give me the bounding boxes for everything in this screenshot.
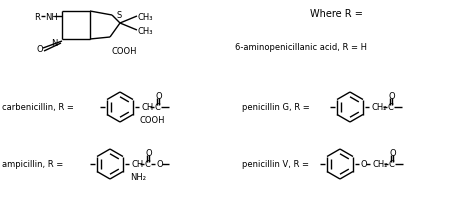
Text: penicillin V, R =: penicillin V, R =: [242, 160, 309, 169]
Text: N: N: [52, 39, 58, 48]
Text: carbenicillin, R =: carbenicillin, R =: [2, 103, 74, 112]
Text: ampicillin, R =: ampicillin, R =: [2, 160, 63, 169]
Text: COOH: COOH: [112, 46, 137, 55]
Text: NH: NH: [45, 12, 58, 21]
Text: R: R: [34, 12, 40, 21]
Text: penicillin G, R =: penicillin G, R =: [242, 103, 310, 112]
Text: O: O: [36, 45, 43, 54]
Text: C: C: [388, 103, 394, 112]
Text: CH₂: CH₂: [373, 160, 389, 169]
Text: C: C: [389, 160, 395, 169]
Text: O: O: [389, 92, 396, 101]
Text: C: C: [155, 103, 161, 112]
Text: CH: CH: [132, 160, 144, 169]
Text: Where R =: Where R =: [310, 9, 363, 19]
Text: NH₂: NH₂: [130, 173, 146, 182]
Text: O: O: [361, 160, 368, 169]
Text: CH₂: CH₂: [372, 103, 388, 112]
Text: C: C: [145, 160, 151, 169]
Text: O: O: [156, 92, 163, 101]
Text: CH: CH: [142, 103, 154, 112]
Text: O: O: [157, 160, 164, 169]
Text: S: S: [117, 10, 122, 19]
Text: O: O: [390, 149, 397, 158]
Text: COOH: COOH: [140, 116, 165, 125]
Text: CH₃: CH₃: [138, 26, 154, 35]
Text: O: O: [146, 149, 153, 158]
Text: 6-aminopenicillanic acid, R = H: 6-aminopenicillanic acid, R = H: [235, 43, 367, 52]
Text: CH₃: CH₃: [138, 12, 154, 21]
